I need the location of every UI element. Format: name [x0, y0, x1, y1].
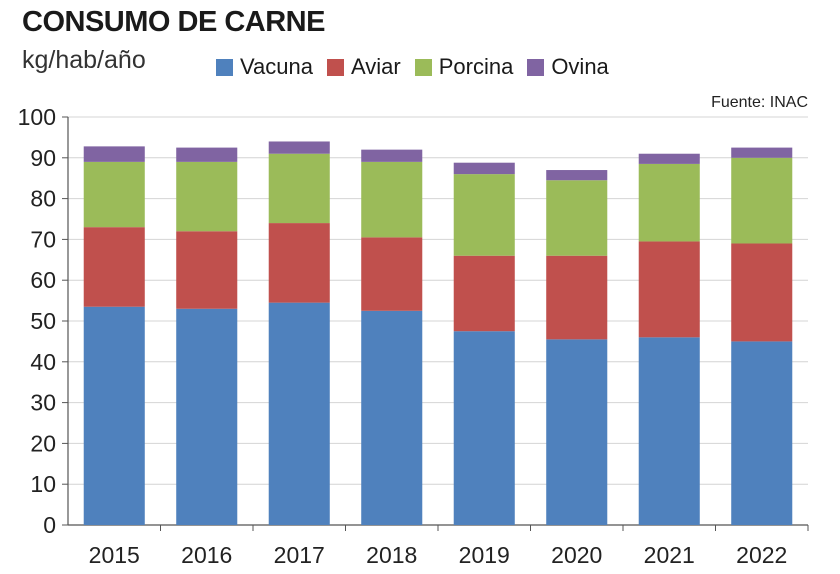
bar-aviar-2020 — [546, 255, 608, 340]
bar-porcina-2021 — [638, 163, 700, 242]
bar-aviar-2022 — [731, 243, 793, 342]
bar-vacuna-2018 — [361, 310, 423, 525]
bar-vacuna-2017 — [268, 302, 330, 525]
legend-label-aviar: Aviar — [350, 54, 401, 79]
legend-item-aviar: Aviar — [326, 54, 401, 80]
bar-aviar-2018 — [361, 237, 423, 311]
bar-ovina-2018 — [361, 149, 423, 162]
x-tick-label-2022: 2022 — [736, 542, 787, 568]
chart-unit-label: kg/hab/año — [22, 46, 146, 74]
legend-swatch-porcina — [414, 58, 432, 76]
y-tick-label-100: 100 — [18, 104, 56, 130]
y-tick-label-60: 60 — [30, 267, 56, 293]
y-tick-label-80: 80 — [30, 186, 56, 212]
legend: Vacuna Aviar Porcina Ovina — [216, 54, 623, 80]
bar-vacuna-2022 — [731, 341, 793, 525]
bar-vacuna-2015 — [83, 306, 145, 525]
bar-porcina-2016 — [176, 161, 238, 232]
x-tick-label-2019: 2019 — [459, 542, 510, 568]
y-tick-label-20: 20 — [30, 430, 56, 456]
legend-item-vacuna: Vacuna — [216, 54, 313, 80]
bar-ovina-2017 — [268, 141, 330, 154]
legend-swatch-vacuna — [216, 58, 233, 76]
bar-ovina-2021 — [638, 153, 700, 164]
y-tick-label-70: 70 — [30, 226, 56, 252]
bar-ovina-2015 — [83, 146, 145, 162]
bar-porcina-2020 — [546, 180, 608, 256]
bar-aviar-2016 — [176, 231, 238, 309]
x-tick-label-2016: 2016 — [181, 542, 232, 568]
y-tick-label-50: 50 — [30, 308, 56, 334]
y-tick-label-30: 30 — [30, 390, 56, 416]
legend-item-porcina: Porcina — [414, 54, 514, 80]
y-tick-label-0: 0 — [43, 512, 56, 538]
x-tick-label-2017: 2017 — [274, 542, 325, 568]
bar-ovina-2019 — [453, 162, 515, 175]
source-note: Fuente: INAC — [711, 94, 808, 111]
bar-ovina-2016 — [176, 147, 238, 162]
bar-ovina-2020 — [546, 170, 608, 181]
bar-porcina-2015 — [83, 161, 145, 228]
legend-label-ovina: Ovina — [551, 54, 609, 79]
x-tick-label-2020: 2020 — [551, 542, 602, 568]
chart-title: CONSUMO DE CARNE — [22, 6, 325, 38]
legend-swatch-ovina — [527, 58, 545, 76]
legend-label-vacuna: Vacuna — [240, 54, 313, 79]
bar-porcina-2018 — [361, 161, 423, 238]
legend-swatch-aviar — [326, 58, 344, 76]
bar-aviar-2021 — [638, 241, 700, 338]
bar-vacuna-2020 — [546, 339, 608, 525]
legend-label-porcina: Porcina — [438, 54, 514, 79]
bar-ovina-2022 — [731, 147, 793, 158]
bar-aviar-2019 — [453, 255, 515, 332]
bar-vacuna-2016 — [176, 308, 238, 525]
x-tick-label-2015: 2015 — [89, 542, 140, 568]
bar-vacuna-2021 — [638, 337, 700, 525]
y-tick-label-40: 40 — [30, 349, 56, 375]
bar-vacuna-2019 — [453, 331, 515, 525]
bar-aviar-2017 — [268, 223, 330, 303]
bar-porcina-2019 — [453, 174, 515, 256]
y-tick-label-10: 10 — [30, 471, 56, 497]
legend-item-ovina: Ovina — [527, 54, 609, 80]
bar-porcina-2022 — [731, 157, 793, 244]
bar-porcina-2017 — [268, 153, 330, 224]
y-tick-label-90: 90 — [30, 145, 56, 171]
x-tick-label-2018: 2018 — [366, 542, 417, 568]
x-tick-label-2021: 2021 — [644, 542, 695, 568]
bar-aviar-2015 — [83, 227, 145, 307]
